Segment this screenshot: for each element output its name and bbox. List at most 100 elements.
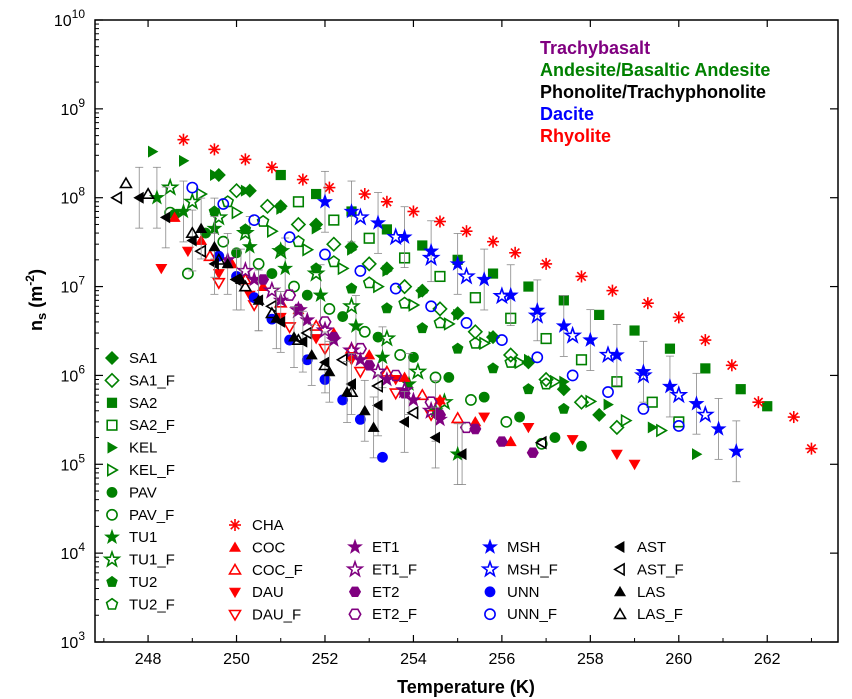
legend-item-msh-f: MSH_F [480, 559, 558, 578]
data-point [318, 316, 332, 328]
data-point [695, 404, 715, 423]
legend-label: CHA [252, 517, 284, 534]
legend-item-et1-f: ET1_F [345, 559, 417, 578]
legend-marker [105, 597, 119, 610]
data-point [354, 265, 367, 277]
data-point [415, 388, 430, 401]
series-ast-f [110, 190, 547, 450]
data-point [598, 345, 618, 363]
data-point [656, 423, 668, 438]
legend-marker [484, 586, 496, 598]
y-tick-label-0: 103 [61, 629, 86, 652]
data-point [699, 334, 712, 347]
data-point [181, 267, 194, 280]
data-point [585, 394, 598, 409]
x-tick-label-2: 252 [312, 651, 339, 668]
data-point [381, 302, 393, 314]
data-point [408, 361, 428, 380]
data-point [292, 196, 305, 208]
legend-marker [613, 585, 627, 597]
data-point [523, 281, 534, 292]
data-point [358, 404, 371, 416]
legend-marker [228, 587, 242, 599]
data-point [310, 334, 323, 345]
legend-marker [106, 575, 118, 587]
legend-label: MSH_F [507, 561, 558, 578]
data-point [504, 355, 518, 368]
data-point [460, 317, 473, 329]
data-point [380, 195, 393, 208]
legend-item-las-f: LAS_F [613, 606, 683, 623]
data-point [728, 442, 745, 459]
data-point [465, 394, 477, 406]
data-point [374, 348, 391, 365]
legend-marker [106, 508, 118, 521]
legend-label: DAU [252, 584, 284, 601]
legend-label: AST_F [637, 561, 684, 578]
data-point [274, 243, 287, 255]
data-point [182, 191, 202, 210]
series-las-f [119, 176, 359, 398]
data-point [504, 435, 517, 447]
data-point [641, 297, 654, 310]
data-point [592, 407, 607, 422]
legend-marker [347, 538, 363, 554]
data-point [363, 349, 376, 360]
data-point [382, 264, 393, 277]
data-point [566, 435, 579, 446]
data-point [691, 448, 703, 461]
data-point [540, 332, 552, 345]
data-point [252, 294, 265, 305]
legend-item-ast-f: AST_F [613, 561, 684, 578]
series-msh-f [350, 207, 715, 423]
data-point [372, 399, 383, 412]
data-point [443, 372, 455, 383]
data-point [805, 442, 818, 455]
legend-marker [102, 549, 122, 568]
data-point [361, 256, 377, 272]
data-point [160, 177, 180, 196]
legend-label: DAU_F [252, 607, 301, 624]
legend-marker [107, 441, 118, 454]
legend-item-dau: DAU [228, 584, 284, 601]
legend-marker [106, 419, 118, 431]
legend-item-msh: MSH [482, 538, 540, 556]
legend-item-sa1-f: SA1_F [104, 372, 175, 389]
legend-label: SA2 [129, 395, 157, 412]
legend-item-unn-f: UNN_F [484, 606, 557, 623]
data-point [417, 240, 428, 251]
data-point [509, 246, 522, 259]
data-point [388, 388, 403, 401]
data-point [345, 282, 358, 294]
data-point [337, 311, 349, 322]
data-point [408, 351, 419, 363]
legend-label: ET1_F [372, 561, 417, 578]
data-point [492, 286, 512, 305]
legend-label: TU2 [129, 574, 157, 591]
data-point [563, 325, 583, 344]
rock-type-label-1: Andesite/Basaltic Andesite [540, 60, 770, 80]
legend-item-dau-f: DAU_F [228, 607, 301, 624]
data-point [344, 385, 359, 398]
data-point [467, 324, 484, 340]
data-point [370, 214, 387, 230]
data-point [235, 260, 255, 280]
legend: SA1 SA1_F SA2 SA2_F KEL KEL_F PAV PAV_F TU1 TU1_F… [102, 350, 684, 624]
legend-label: TU2_F [129, 596, 175, 613]
data-point [275, 169, 286, 181]
legend-marker [613, 607, 627, 620]
data-point [353, 342, 368, 355]
data-point [620, 413, 633, 428]
data-point [433, 316, 447, 329]
data-point [416, 322, 429, 334]
legend-label: LAS_F [637, 606, 683, 623]
data-point [305, 349, 318, 360]
x-tick-label-1: 250 [223, 651, 250, 668]
data-point [669, 385, 689, 404]
data-point [252, 257, 265, 270]
data-point [277, 259, 294, 276]
data-point [155, 263, 168, 275]
data-point [389, 369, 403, 382]
data-point [527, 305, 547, 324]
data-point [534, 435, 547, 450]
